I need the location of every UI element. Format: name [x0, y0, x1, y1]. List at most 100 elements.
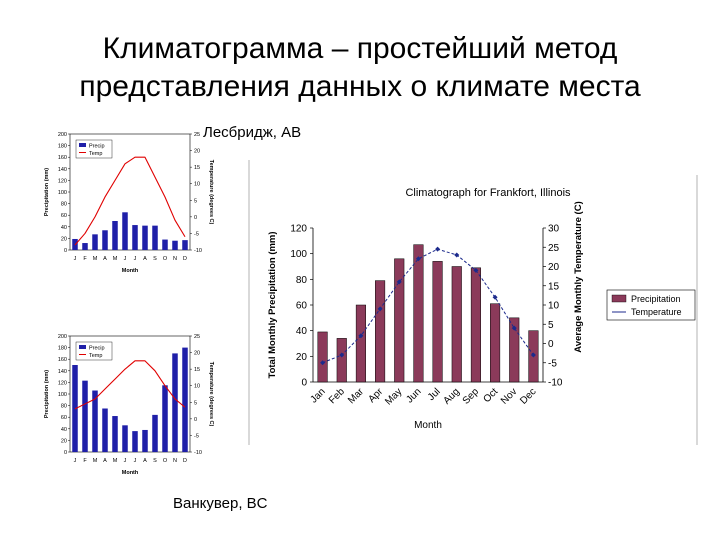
y-tick-label: 40	[296, 326, 308, 337]
y-tick-label: 160	[58, 155, 67, 161]
precip-bar	[182, 240, 188, 250]
temp-marker	[473, 267, 479, 273]
y-tick-label: 40	[61, 427, 67, 433]
y-axis-title: Total Monthly Precipitation (mm)	[267, 231, 278, 378]
precip-bar	[102, 230, 108, 250]
y-tick-label: 80	[296, 275, 308, 286]
temp-marker	[396, 279, 402, 285]
month-label: A	[143, 256, 147, 262]
y-axis-title: Precipitation (mm)	[44, 370, 50, 418]
legend-swatch-precip	[79, 143, 86, 147]
y2-tick-label: -5	[194, 433, 199, 439]
y-tick-label: 200	[58, 334, 67, 340]
month-label: Aug	[442, 386, 462, 406]
y2-tick-label: 20	[194, 351, 200, 357]
y2-tick-label: 5	[194, 198, 197, 204]
y-tick-label: 20	[61, 438, 67, 444]
precip-bar	[375, 280, 386, 383]
y-tick-label: 120	[290, 224, 307, 235]
precip-bar	[112, 221, 118, 250]
temp-line	[74, 360, 186, 410]
y2-tick-label: 5	[194, 400, 197, 406]
temp-marker	[415, 256, 421, 262]
y-tick-label: 140	[58, 369, 67, 375]
precip-bar	[122, 212, 128, 250]
month-label: Oct	[481, 386, 500, 405]
month-label: S	[153, 458, 157, 464]
caption-vancouver: Ванкувер, BC	[173, 495, 268, 512]
y-axis-title: Precipitation (mm)	[44, 168, 50, 216]
precip-bar	[317, 331, 328, 383]
y-tick-label: 100	[58, 392, 67, 398]
y-tick-label: 80	[61, 202, 67, 208]
month-label: M	[93, 458, 98, 464]
precip-bar	[92, 390, 98, 452]
precip-bar	[470, 267, 481, 383]
y2-tick-label: -5	[548, 358, 557, 369]
month-label: M	[113, 256, 118, 262]
y2-tick-label: 0	[194, 417, 197, 423]
month-label: A	[103, 256, 107, 262]
month-label: J	[124, 256, 127, 262]
month-label: D	[183, 458, 187, 464]
y-tick-label: 60	[61, 213, 67, 219]
temp-marker	[454, 252, 460, 258]
temp-marker	[530, 352, 536, 358]
precip-bar	[102, 408, 108, 452]
y-tick-label: 100	[58, 190, 67, 196]
title-line-2: представления данных о климате места	[79, 70, 641, 103]
precip-bar	[132, 431, 138, 452]
month-label: M	[113, 458, 118, 464]
precip-bar	[142, 429, 148, 452]
month-label: S	[153, 256, 157, 262]
month-label: Nov	[499, 386, 519, 406]
y2-tick-label: 25	[548, 243, 560, 254]
precip-bar	[509, 317, 520, 383]
month-label: J	[74, 256, 77, 262]
legend-label-temp: Temp	[89, 151, 102, 157]
temp-marker	[339, 352, 345, 358]
precip-bar	[413, 244, 424, 383]
y2-tick-label: 25	[194, 334, 200, 340]
y2-tick-label: 30	[548, 224, 560, 235]
y2-axis-title: Average Monthly Temperature (C)	[573, 201, 584, 353]
month-label: Mar	[346, 386, 366, 406]
y-tick-label: 60	[61, 415, 67, 421]
precip-bar	[92, 234, 98, 250]
y2-axis-title: Temperature (degrees C)	[208, 362, 214, 427]
month-label: Apr	[366, 386, 385, 405]
y-tick-label: 80	[61, 404, 67, 410]
y2-tick-label: -10	[194, 450, 202, 456]
precip-bar	[432, 261, 443, 383]
legend-label-temp: Temperature	[631, 307, 682, 317]
month-label: J	[134, 256, 137, 262]
temp-marker	[377, 306, 383, 312]
y-tick-label: 160	[58, 357, 67, 363]
temp-line	[322, 248, 534, 364]
month-label: F	[83, 458, 87, 464]
y-tick-label: 120	[58, 178, 67, 184]
precip-bar	[336, 338, 347, 383]
y2-tick-label: 10	[194, 384, 200, 390]
slide-title: Климатограмма – простейший метод предста…	[0, 30, 720, 106]
month-label: Feb	[327, 386, 347, 406]
y2-tick-label: 0	[194, 215, 197, 221]
y-tick-label: 180	[58, 144, 67, 150]
caption-lethbridge: Лесбридж, AB	[203, 124, 302, 141]
month-label: J	[74, 458, 77, 464]
y2-tick-label: 15	[194, 165, 200, 171]
y-tick-label: 20	[296, 352, 308, 363]
precip-bar	[152, 414, 158, 452]
x-axis-title: Month	[122, 470, 139, 476]
temp-marker	[492, 294, 498, 300]
precip-bar	[142, 225, 148, 250]
precip-bar	[152, 225, 158, 250]
legend-label-precip: Precipitation	[631, 294, 681, 304]
y2-tick-label: 25	[194, 132, 200, 138]
y-tick-label: 0	[64, 248, 67, 254]
precip-bar	[162, 385, 168, 452]
month-label: J	[124, 458, 127, 464]
month-label: Sep	[461, 386, 482, 407]
precip-bar	[182, 347, 188, 452]
temp-marker	[358, 333, 364, 339]
